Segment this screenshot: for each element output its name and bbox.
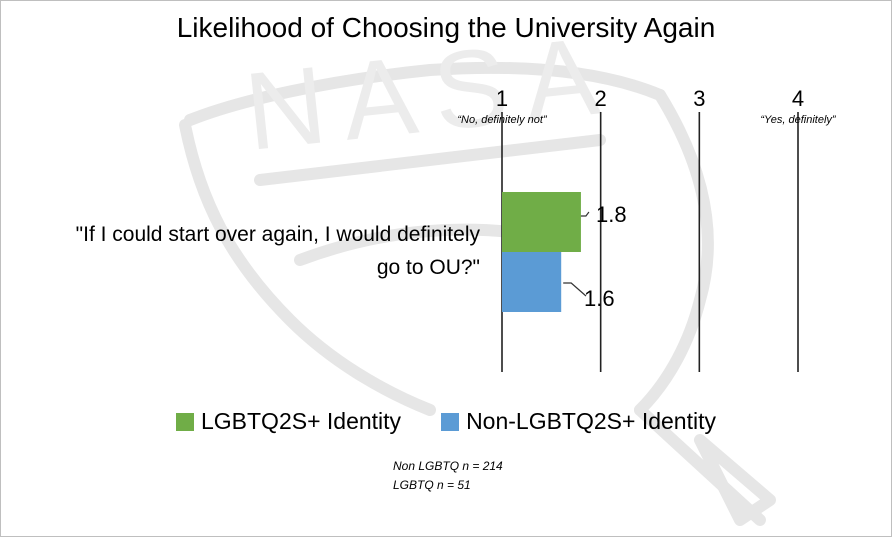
tick-label-1: 1 bbox=[496, 86, 508, 111]
legend-label-lgbtq: LGBTQ2S+ Identity bbox=[200, 408, 402, 434]
legend-label-non-lgbtq: Non-LGBTQ2S+ Identity bbox=[466, 408, 716, 434]
legend-swatch-lgbtq bbox=[175, 412, 194, 431]
chart-title: Likelihood of Choosing the University Ag… bbox=[176, 12, 716, 43]
legend-item-non-lgbtq: Non-LGBTQ2S+ Identity bbox=[441, 408, 716, 435]
tick-label-2: 2 bbox=[595, 86, 607, 111]
category-label: "If I could start over again, I would de… bbox=[75, 223, 480, 279]
tick-label-3: 3 bbox=[693, 86, 705, 111]
sample-size-notes: Non LGBTQ n = 214 LGBTQ n = 51 bbox=[393, 457, 503, 495]
data-label-leader-lgbtq bbox=[580, 211, 590, 217]
tick-label-4: 4 bbox=[792, 86, 804, 111]
legend-item-lgbtq: LGBTQ2S+ Identity bbox=[175, 408, 402, 435]
note-non-lgbtq-n: Non LGBTQ n = 214 bbox=[393, 459, 503, 473]
bar-non-lgbtq bbox=[502, 252, 562, 312]
bar-lgbtq bbox=[502, 192, 581, 252]
data-label-lgbtq: 1.8 bbox=[596, 202, 627, 227]
legend-swatch-non-lgbtq bbox=[441, 412, 460, 431]
tick-sublabel-4: “Yes, definitely” bbox=[760, 114, 837, 126]
legend: LGBTQ2S+ Identity Non-LGBTQ2S+ Identity bbox=[0, 408, 892, 435]
data-label-non-lgbtq: 1.6 bbox=[584, 286, 615, 311]
tick-sublabel-1: “No, definitely not” bbox=[457, 114, 548, 126]
note-lgbtq-n: LGBTQ n = 51 bbox=[393, 478, 471, 492]
data-label-leader-non-lgbtq bbox=[563, 282, 587, 297]
